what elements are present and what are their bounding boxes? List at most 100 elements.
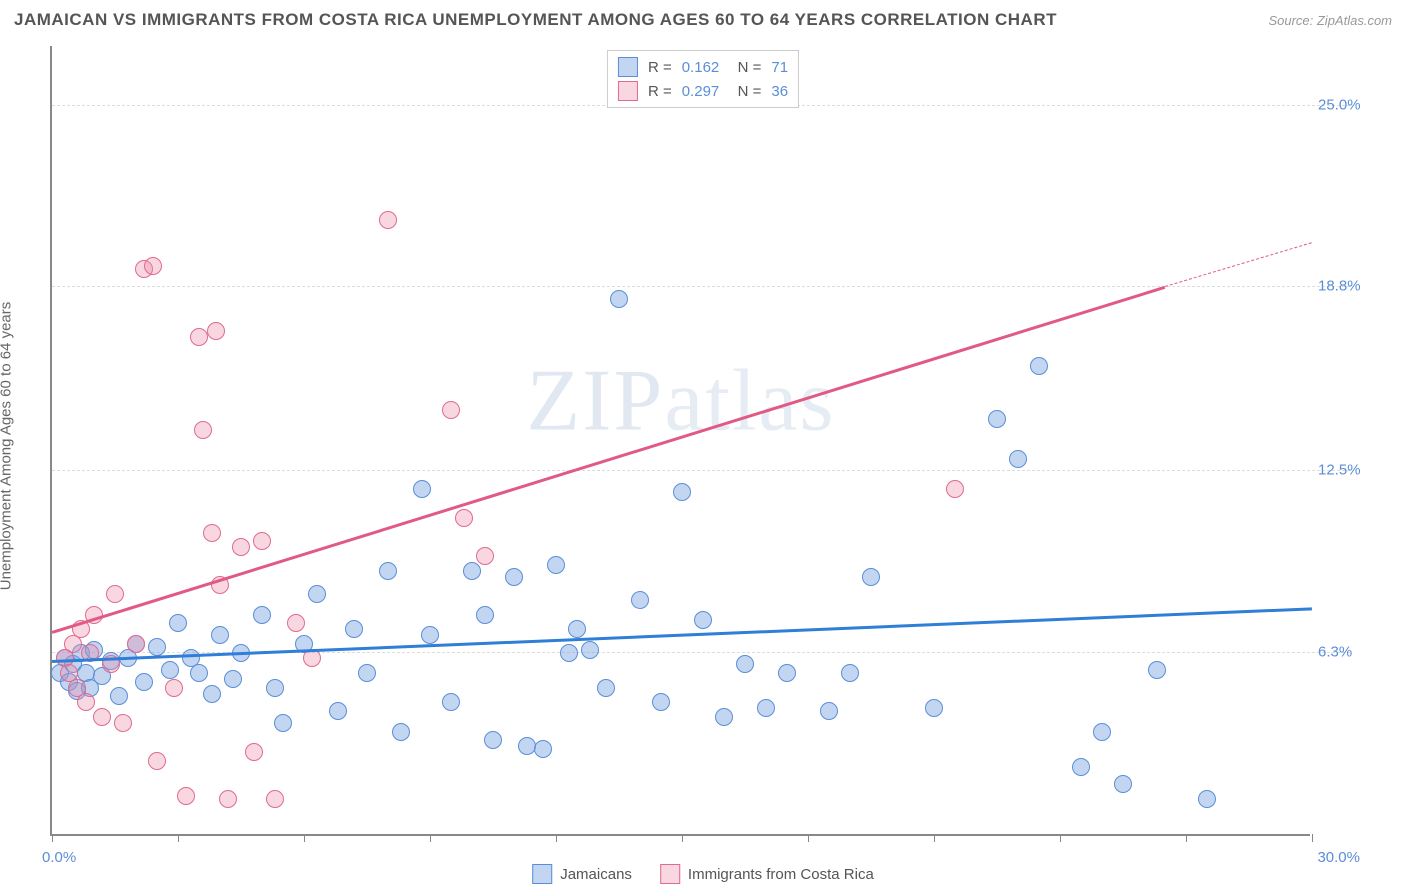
x-tick (808, 834, 809, 842)
legend-r-label: R = (648, 59, 672, 76)
data-point (148, 638, 166, 656)
data-point (135, 673, 153, 691)
data-point (568, 620, 586, 638)
legend-n-label: N = (729, 83, 761, 100)
y-axis-label: Unemployment Among Ages 60 to 64 years (0, 302, 15, 591)
data-point (652, 693, 670, 711)
x-tick (1060, 834, 1061, 842)
data-point (736, 655, 754, 673)
x-min-label: 0.0% (42, 849, 76, 866)
data-point (534, 740, 552, 758)
data-point (148, 752, 166, 770)
data-point (161, 661, 179, 679)
data-point (219, 790, 237, 808)
data-point (694, 611, 712, 629)
data-point (631, 591, 649, 609)
legend-row: R =0.162 N =71 (618, 55, 788, 79)
data-point (203, 524, 221, 542)
legend-swatch (618, 57, 638, 77)
data-point (308, 585, 326, 603)
data-point (925, 699, 943, 717)
data-point (93, 708, 111, 726)
x-tick (52, 834, 53, 842)
data-point (778, 664, 796, 682)
data-point (110, 687, 128, 705)
data-point (1198, 790, 1216, 808)
trendline (52, 608, 1312, 664)
legend-r-label: R = (648, 83, 672, 100)
data-point (862, 568, 880, 586)
legend-correlation: R =0.162 N =71R =0.297 N =36 (607, 50, 799, 108)
x-tick (304, 834, 305, 842)
data-point (194, 421, 212, 439)
data-point (169, 614, 187, 632)
legend-item: Jamaicans (532, 864, 632, 884)
legend-label: Jamaicans (560, 866, 632, 883)
data-point (392, 723, 410, 741)
data-point (245, 743, 263, 761)
data-point (190, 328, 208, 346)
x-tick (178, 834, 179, 842)
legend-swatch (660, 864, 680, 884)
data-point (203, 685, 221, 703)
data-point (232, 538, 250, 556)
legend-series: Jamaicans Immigrants from Costa Rica (532, 864, 874, 884)
data-point (127, 635, 145, 653)
data-point (518, 737, 536, 755)
data-point (207, 322, 225, 340)
legend-item: Immigrants from Costa Rica (660, 864, 874, 884)
data-point (144, 257, 162, 275)
x-tick (1186, 834, 1187, 842)
legend-n-label: N = (729, 59, 761, 76)
legend-n-value: 71 (771, 59, 788, 76)
y-tick-label: 12.5% (1318, 462, 1398, 479)
data-point (455, 509, 473, 527)
data-point (106, 585, 124, 603)
data-point (165, 679, 183, 697)
gridline (52, 470, 1350, 471)
data-point (224, 670, 242, 688)
data-point (287, 614, 305, 632)
legend-label: Immigrants from Costa Rica (688, 866, 874, 883)
data-point (1148, 661, 1166, 679)
data-point (484, 731, 502, 749)
data-point (77, 693, 95, 711)
data-point (421, 626, 439, 644)
data-point (610, 290, 628, 308)
data-point (274, 714, 292, 732)
data-point (715, 708, 733, 726)
data-point (266, 679, 284, 697)
data-point (358, 664, 376, 682)
chart-title: JAMAICAN VS IMMIGRANTS FROM COSTA RICA U… (14, 10, 1057, 30)
x-tick (556, 834, 557, 842)
x-tick (682, 834, 683, 842)
y-tick-label: 25.0% (1318, 96, 1398, 113)
data-point (379, 211, 397, 229)
data-point (505, 568, 523, 586)
source-label: Source: ZipAtlas.com (1268, 13, 1392, 28)
legend-row: R =0.297 N =36 (618, 79, 788, 103)
data-point (757, 699, 775, 717)
data-point (329, 702, 347, 720)
x-tick (1312, 834, 1313, 842)
data-point (841, 664, 859, 682)
data-point (442, 693, 460, 711)
data-point (211, 626, 229, 644)
data-point (266, 790, 284, 808)
data-point (988, 410, 1006, 428)
data-point (1072, 758, 1090, 776)
data-point (463, 562, 481, 580)
x-max-label: 30.0% (1317, 849, 1360, 866)
data-point (345, 620, 363, 638)
plot-area: ZIPatlas 6.3%12.5%18.8%25.0%0.0%30.0% (50, 46, 1310, 836)
x-tick (934, 834, 935, 842)
data-point (673, 483, 691, 501)
data-point (253, 606, 271, 624)
data-point (253, 532, 271, 550)
data-point (177, 787, 195, 805)
data-point (1093, 723, 1111, 741)
data-point (946, 480, 964, 498)
data-point (476, 606, 494, 624)
legend-r-value: 0.297 (682, 83, 720, 100)
data-point (114, 714, 132, 732)
